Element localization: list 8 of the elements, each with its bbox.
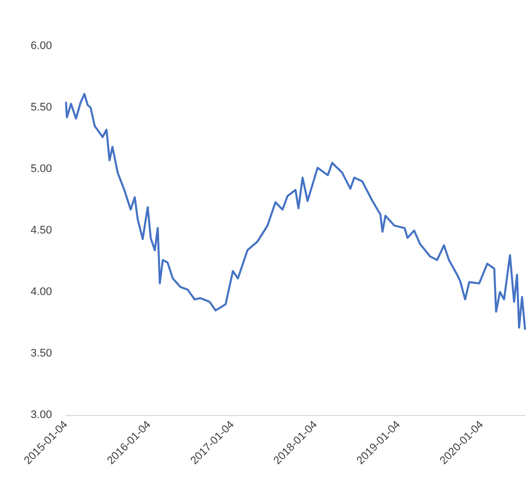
y-tick-label: 5.00 <box>30 163 52 175</box>
line-series <box>65 92 526 330</box>
y-tick-label: 4.00 <box>30 286 52 298</box>
y-tick-label: 3.50 <box>30 348 52 360</box>
y-tick-label: 3.00 <box>30 409 52 421</box>
y-tick-label: 5.50 <box>30 102 52 114</box>
y-tick-label: 6.00 <box>30 40 52 52</box>
y-tick-label: 4.50 <box>30 224 52 236</box>
